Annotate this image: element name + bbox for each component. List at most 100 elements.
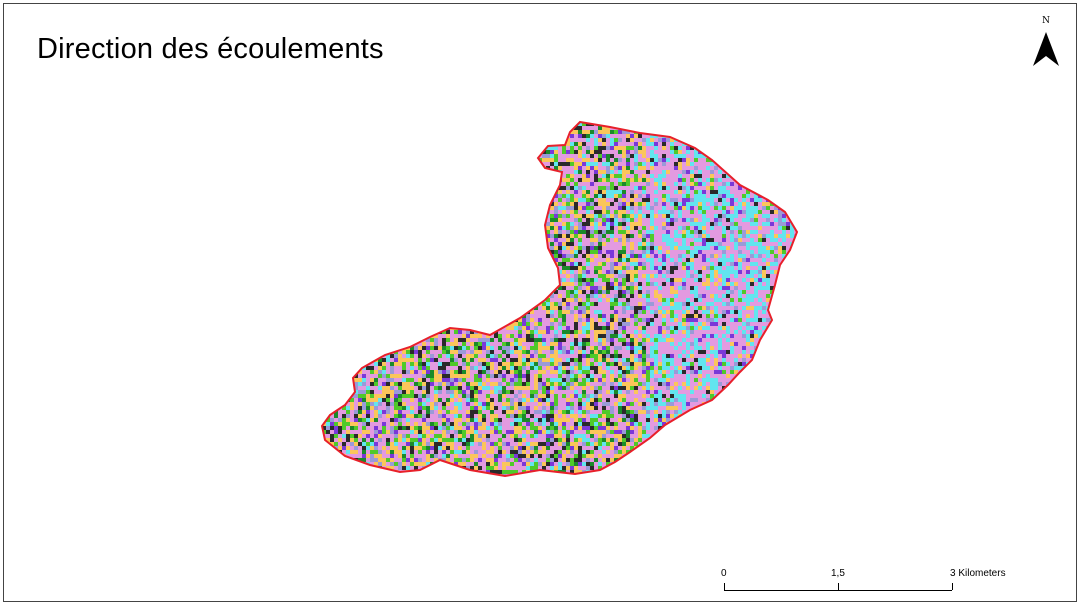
raster-cell [614, 194, 618, 198]
raster-cell [462, 234, 466, 238]
raster-cell [614, 174, 618, 178]
raster-cell [742, 130, 746, 134]
raster-cell [470, 142, 474, 146]
raster-cell [790, 150, 794, 154]
raster-cell [698, 138, 702, 142]
raster-cell [474, 242, 478, 246]
raster-cell [322, 126, 326, 130]
raster-cell [686, 270, 690, 274]
raster-cell [586, 150, 590, 154]
raster-cell [422, 118, 426, 122]
raster-cell [534, 206, 538, 210]
raster-cell [462, 122, 466, 126]
raster-cell [714, 274, 718, 278]
raster-cell [402, 254, 406, 258]
raster-cell [318, 214, 322, 218]
raster-cell [790, 238, 794, 242]
raster-cell [722, 210, 726, 214]
raster-cell [362, 282, 366, 286]
raster-cell [358, 262, 362, 266]
raster-cell [786, 218, 790, 222]
raster-cell [518, 146, 522, 150]
raster-cell [482, 122, 486, 126]
raster-cell [322, 202, 326, 206]
raster-cell [618, 178, 622, 182]
raster-cell [606, 170, 610, 174]
raster-cell [790, 118, 794, 122]
raster-cell [366, 234, 370, 238]
raster-cell [514, 186, 518, 190]
raster-cell [498, 250, 502, 254]
raster-cell [690, 178, 694, 182]
raster-cell [330, 218, 334, 222]
raster-cell [410, 218, 414, 222]
raster-cell [606, 266, 610, 270]
raster-cell [422, 166, 426, 170]
raster-cell [414, 126, 418, 130]
raster-cell [470, 250, 474, 254]
raster-cell [698, 266, 702, 270]
raster-cell [522, 182, 526, 186]
raster-cell [470, 206, 474, 210]
raster-cell [574, 170, 578, 174]
raster-cell [526, 170, 530, 174]
raster-cell [590, 146, 594, 150]
raster-cell [414, 214, 418, 218]
raster-cell [350, 250, 354, 254]
raster-cell [318, 278, 322, 282]
raster-cell [518, 122, 522, 126]
raster-cell [362, 218, 366, 222]
raster-cell [458, 274, 462, 278]
raster-cell [590, 226, 594, 230]
raster-cell [626, 218, 630, 222]
raster-cell [586, 242, 590, 246]
raster-cell [446, 198, 450, 202]
raster-cell [506, 230, 510, 234]
raster-cell [454, 278, 458, 282]
raster-cell [790, 206, 794, 210]
raster-cell [702, 198, 706, 202]
raster-cell [318, 122, 322, 126]
raster-cell [526, 206, 530, 210]
raster-cell [762, 214, 766, 218]
raster-cell [502, 194, 506, 198]
raster-cell [654, 142, 658, 146]
raster-cell [758, 178, 762, 182]
raster-cell [318, 158, 322, 162]
raster-cell [694, 222, 698, 226]
raster-cell [650, 258, 654, 262]
raster-cell [778, 194, 782, 198]
raster-cell [346, 258, 350, 262]
raster-cell [430, 182, 434, 186]
raster-cell [422, 226, 426, 230]
raster-cell [682, 234, 686, 238]
raster-cell [354, 242, 358, 246]
raster-cell [706, 138, 710, 142]
raster-cell [350, 178, 354, 182]
raster-cell [642, 202, 646, 206]
raster-cell [746, 238, 750, 242]
raster-cell [722, 274, 726, 278]
raster-cell [482, 226, 486, 230]
raster-cell [794, 118, 798, 122]
raster-cell [642, 182, 646, 186]
raster-cell [366, 174, 370, 178]
raster-cell [778, 250, 782, 254]
raster-cell [662, 166, 666, 170]
raster-cell [458, 206, 462, 210]
raster-cell [582, 238, 586, 242]
raster-cell [426, 182, 430, 186]
raster-cell [402, 186, 406, 190]
raster-cell [690, 274, 694, 278]
raster-cell [410, 174, 414, 178]
raster-cell [410, 270, 414, 274]
raster-cell [390, 150, 394, 154]
raster-cell [522, 198, 526, 202]
raster-cell [718, 134, 722, 138]
raster-cell [754, 194, 758, 198]
raster-cell [414, 138, 418, 142]
raster-cell [558, 126, 562, 130]
raster-cell [658, 218, 662, 222]
raster-cell [754, 214, 758, 218]
raster-cell [662, 250, 666, 254]
